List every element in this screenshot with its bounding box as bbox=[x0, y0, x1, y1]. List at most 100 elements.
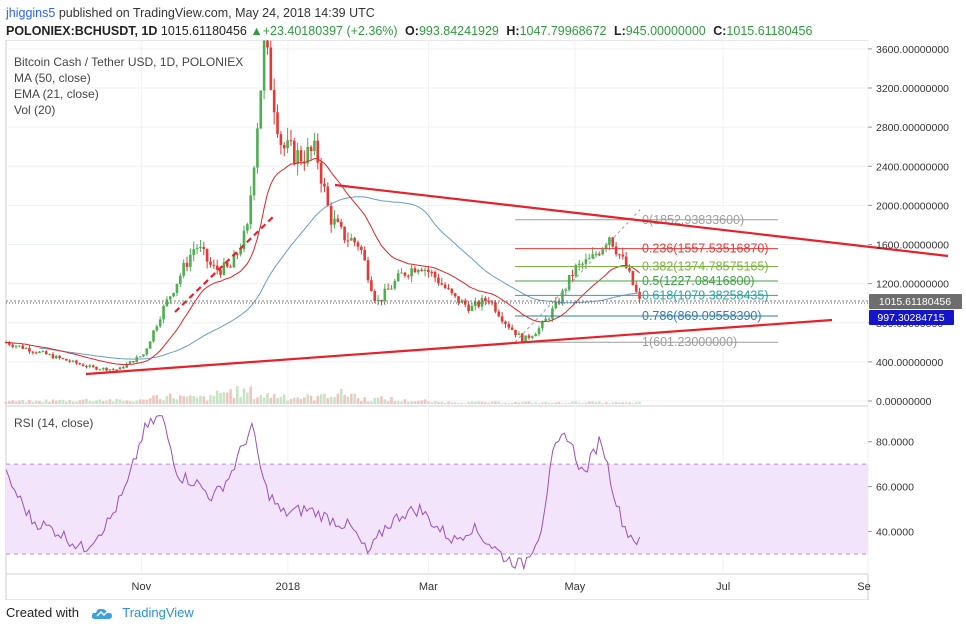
volume-bar bbox=[148, 398, 152, 404]
volume-bar bbox=[380, 396, 383, 404]
volume-bar bbox=[410, 401, 413, 404]
candle-body bbox=[477, 301, 480, 307]
volume-bar bbox=[400, 401, 403, 404]
volume-bar bbox=[44, 399, 48, 404]
lower-trendline[interactable] bbox=[85, 318, 833, 376]
volume-bar bbox=[266, 393, 269, 404]
volume-bar bbox=[262, 397, 266, 404]
tradingview-link[interactable]: TradingView bbox=[122, 605, 194, 620]
fib-level-label: 0(1852.93833600) bbox=[642, 213, 744, 227]
candle-body bbox=[155, 326, 159, 331]
volume-bar bbox=[182, 396, 185, 404]
candle-body bbox=[232, 253, 236, 268]
candle-body bbox=[158, 319, 162, 327]
volume-bar bbox=[356, 398, 360, 404]
high-label: H: bbox=[506, 24, 520, 38]
fib-trend-line[interactable] bbox=[514, 209, 641, 343]
candle-body bbox=[450, 288, 454, 294]
volume-bar bbox=[601, 403, 604, 404]
volume-bar bbox=[443, 403, 447, 404]
dashed-trend-projection[interactable] bbox=[174, 214, 276, 313]
candle-body bbox=[413, 268, 417, 273]
candle-body bbox=[544, 318, 548, 322]
author-link[interactable]: jhiggins5 bbox=[6, 6, 56, 20]
candle-body bbox=[78, 363, 82, 365]
volume-bar bbox=[215, 390, 219, 404]
candle-body bbox=[386, 288, 390, 290]
candle-body bbox=[11, 344, 15, 347]
vol-legend[interactable]: Vol (20) bbox=[14, 103, 55, 117]
close-value: 1015.61180456 bbox=[726, 24, 813, 38]
ema-legend[interactable]: EMA (21, close) bbox=[14, 87, 99, 101]
volume-bar bbox=[487, 402, 491, 404]
time-axis-label: Se bbox=[857, 581, 870, 593]
price-axis-label: 3200.00000000 bbox=[876, 83, 949, 95]
volume-bar bbox=[618, 402, 621, 404]
volume-bar bbox=[567, 403, 571, 404]
volume-bar bbox=[111, 401, 115, 404]
candle-body bbox=[433, 272, 437, 278]
volume-bar bbox=[413, 401, 417, 404]
volume-bar bbox=[577, 402, 581, 404]
candle-body bbox=[185, 262, 189, 267]
candle-body bbox=[172, 292, 175, 297]
candle-body bbox=[289, 140, 293, 142]
candle-body bbox=[145, 348, 149, 355]
published-text: published on TradingView.com, May 24, 20… bbox=[58, 6, 375, 20]
ma-legend[interactable]: MA (50, close) bbox=[14, 71, 91, 85]
candle-body bbox=[349, 238, 353, 241]
candle-body bbox=[380, 299, 383, 302]
volume-bar bbox=[326, 398, 330, 404]
volume-bar bbox=[591, 401, 594, 404]
volume-bar bbox=[544, 402, 548, 404]
volume-bar bbox=[333, 397, 336, 404]
chart-frame[interactable]: 0(1852.93833600) 0.236(1557.53516870) 0.38… bbox=[0, 32, 966, 601]
volume-bar bbox=[222, 392, 226, 404]
volume-bar bbox=[259, 395, 263, 404]
volume-bar bbox=[370, 400, 373, 404]
candle-body bbox=[195, 247, 199, 249]
candle-body bbox=[81, 364, 85, 367]
fib-level-label: 0.618(1079.38258435) bbox=[642, 288, 769, 302]
volume-bar bbox=[524, 401, 527, 404]
volume-bar bbox=[611, 402, 615, 404]
volume-bar bbox=[202, 396, 206, 404]
candle-body bbox=[339, 221, 343, 227]
candle-body bbox=[41, 351, 45, 353]
volume-bar bbox=[323, 393, 326, 404]
candle-body bbox=[91, 365, 95, 367]
volume-bar bbox=[14, 401, 18, 404]
candle-body bbox=[541, 321, 544, 329]
volume-bar bbox=[58, 399, 61, 404]
candle-body bbox=[209, 261, 212, 265]
upper-trendline[interactable] bbox=[334, 183, 949, 258]
volume-bar bbox=[165, 395, 169, 404]
candle-body bbox=[591, 254, 594, 259]
time-axis[interactable] bbox=[5, 573, 869, 601]
volume-bar bbox=[4, 401, 8, 404]
candle-body bbox=[88, 365, 92, 367]
candle-body bbox=[202, 246, 206, 249]
volume-bar bbox=[634, 402, 638, 404]
volume-bar bbox=[155, 395, 159, 404]
candle-body bbox=[182, 262, 185, 276]
current-price: 1015.61180456 bbox=[160, 24, 247, 38]
volume-bar bbox=[142, 399, 145, 404]
candle-body bbox=[192, 248, 196, 255]
volume-bar bbox=[584, 402, 588, 404]
volume-bar bbox=[175, 399, 179, 404]
candle-body bbox=[427, 269, 430, 272]
volume-bar bbox=[624, 402, 628, 404]
candle-body bbox=[319, 162, 323, 184]
candle-body bbox=[101, 367, 105, 370]
volume-bar bbox=[477, 401, 480, 404]
candle-body bbox=[219, 269, 222, 275]
chart-canvas[interactable]: 0(1852.93833600) 0.236(1557.53516870) 0.38… bbox=[0, 32, 966, 601]
candle-body bbox=[189, 254, 192, 267]
volume-bar bbox=[433, 400, 437, 404]
rsi-legend[interactable]: RSI (14, close) bbox=[14, 416, 93, 430]
volume-bar bbox=[54, 400, 58, 404]
candle-body bbox=[98, 369, 102, 371]
rsi-axis-label: 80.0000 bbox=[876, 437, 914, 449]
candle-body bbox=[601, 248, 604, 255]
